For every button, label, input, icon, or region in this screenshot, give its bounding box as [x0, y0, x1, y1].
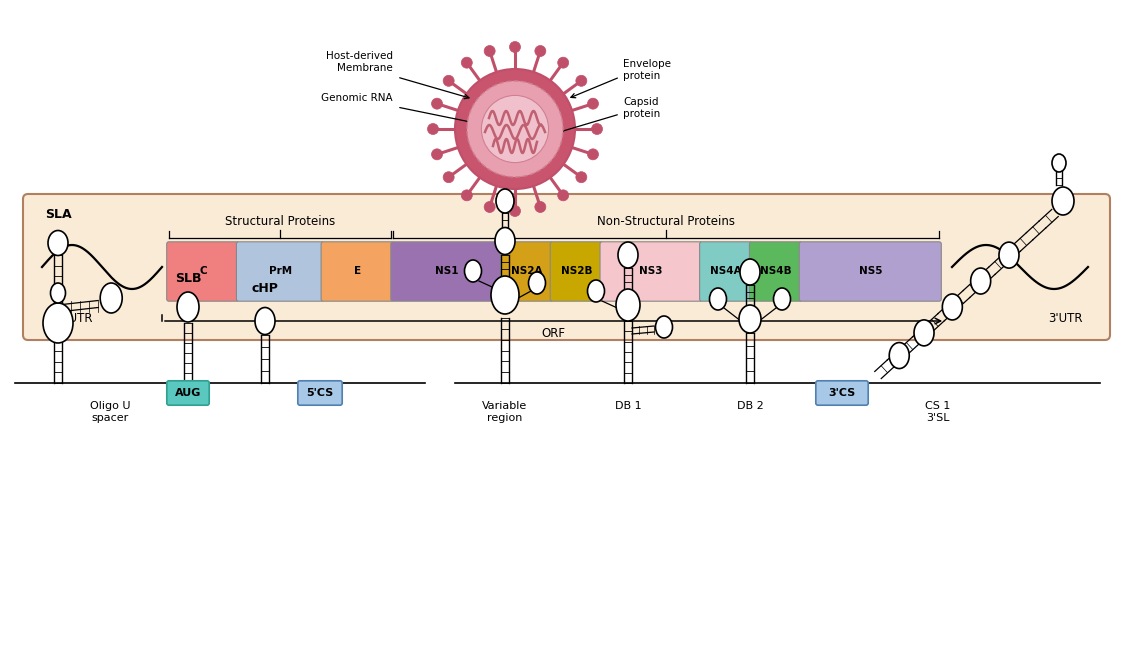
Circle shape	[461, 57, 472, 68]
Ellipse shape	[465, 260, 482, 282]
Text: NS2A: NS2A	[511, 266, 543, 276]
FancyBboxPatch shape	[551, 242, 603, 301]
FancyBboxPatch shape	[600, 242, 702, 301]
Circle shape	[484, 46, 495, 56]
Ellipse shape	[255, 307, 275, 335]
Text: DB 2: DB 2	[736, 401, 764, 411]
Ellipse shape	[971, 268, 990, 294]
Circle shape	[591, 123, 603, 134]
Text: NS3: NS3	[639, 266, 663, 276]
Text: E: E	[353, 266, 360, 276]
Circle shape	[443, 75, 454, 87]
Text: NS1: NS1	[435, 266, 459, 276]
FancyBboxPatch shape	[298, 381, 342, 405]
Text: cHP: cHP	[252, 282, 279, 295]
Text: Envelope
protein: Envelope protein	[623, 60, 671, 81]
Text: 5'UTR: 5'UTR	[58, 313, 92, 325]
Text: Structural Proteins: Structural Proteins	[225, 215, 335, 228]
Ellipse shape	[739, 305, 761, 333]
Ellipse shape	[48, 231, 68, 256]
Text: 3'CS: 3'CS	[828, 388, 855, 398]
Ellipse shape	[495, 227, 516, 254]
Ellipse shape	[588, 280, 605, 302]
Circle shape	[557, 190, 569, 201]
Ellipse shape	[616, 289, 640, 321]
Ellipse shape	[1053, 154, 1066, 172]
Ellipse shape	[999, 242, 1019, 268]
Text: Variable
region: Variable region	[483, 401, 528, 423]
FancyBboxPatch shape	[799, 242, 942, 301]
Text: AUG: AUG	[174, 388, 202, 398]
Ellipse shape	[177, 292, 199, 322]
Circle shape	[535, 46, 546, 56]
Circle shape	[535, 201, 546, 213]
Text: Genomic RNA: Genomic RNA	[322, 93, 393, 103]
Text: C: C	[199, 266, 206, 276]
FancyBboxPatch shape	[700, 242, 752, 301]
Ellipse shape	[774, 288, 791, 310]
Text: Host-derived
Membrane: Host-derived Membrane	[326, 52, 393, 73]
FancyBboxPatch shape	[749, 242, 802, 301]
Circle shape	[576, 75, 587, 87]
Text: Non-Structural Proteins: Non-Structural Proteins	[597, 215, 735, 228]
Ellipse shape	[656, 316, 673, 338]
Text: 5'CS: 5'CS	[306, 388, 333, 398]
Ellipse shape	[740, 259, 760, 285]
Text: SLA: SLA	[44, 208, 71, 221]
Circle shape	[510, 205, 520, 217]
Ellipse shape	[496, 189, 514, 213]
Ellipse shape	[528, 272, 545, 294]
Text: NS5: NS5	[859, 266, 881, 276]
Text: PrM: PrM	[269, 266, 291, 276]
Circle shape	[432, 98, 443, 109]
Ellipse shape	[889, 343, 910, 368]
FancyBboxPatch shape	[167, 381, 210, 405]
Circle shape	[482, 95, 548, 162]
Circle shape	[427, 123, 438, 134]
Ellipse shape	[491, 276, 519, 314]
Circle shape	[588, 149, 598, 160]
Circle shape	[443, 172, 454, 183]
FancyBboxPatch shape	[321, 242, 393, 301]
Circle shape	[432, 149, 443, 160]
FancyBboxPatch shape	[23, 194, 1110, 340]
Text: Oligo U
spacer: Oligo U spacer	[90, 401, 130, 423]
Circle shape	[484, 201, 495, 213]
Text: CS 1
3'SL: CS 1 3'SL	[926, 401, 951, 423]
Text: NS4B: NS4B	[760, 266, 792, 276]
Ellipse shape	[43, 303, 73, 343]
Circle shape	[588, 98, 598, 109]
Ellipse shape	[100, 283, 122, 313]
Ellipse shape	[709, 288, 726, 310]
FancyBboxPatch shape	[391, 242, 503, 301]
Circle shape	[557, 57, 569, 68]
Text: NS4A: NS4A	[710, 266, 742, 276]
Circle shape	[455, 69, 576, 189]
Text: 3'UTR: 3'UTR	[1048, 313, 1082, 325]
Circle shape	[510, 42, 520, 52]
Ellipse shape	[1053, 187, 1074, 215]
Text: ORF: ORF	[542, 327, 565, 340]
Circle shape	[576, 172, 587, 183]
FancyBboxPatch shape	[167, 242, 239, 301]
FancyBboxPatch shape	[816, 381, 868, 405]
Text: DB 1: DB 1	[615, 401, 641, 411]
Ellipse shape	[914, 320, 934, 346]
Ellipse shape	[943, 294, 962, 320]
Ellipse shape	[51, 283, 66, 303]
Text: NS2B: NS2B	[561, 266, 593, 276]
Text: SLB: SLB	[174, 272, 202, 285]
Ellipse shape	[617, 242, 638, 268]
Circle shape	[467, 81, 563, 177]
FancyBboxPatch shape	[501, 242, 553, 301]
Circle shape	[461, 190, 472, 201]
Text: Capsid
protein: Capsid protein	[623, 97, 661, 119]
FancyBboxPatch shape	[237, 242, 324, 301]
